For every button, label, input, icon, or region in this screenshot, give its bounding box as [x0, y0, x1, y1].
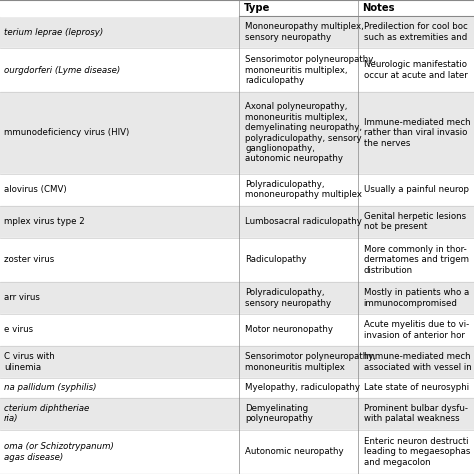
Text: Acute myelitis due to vi-
invasion of anterior hor: Acute myelitis due to vi- invasion of an… — [364, 320, 469, 340]
Text: mmunodeficiency virus (HIV): mmunodeficiency virus (HIV) — [4, 128, 129, 137]
Text: Genital herpetic lesions
not be present: Genital herpetic lesions not be present — [364, 212, 465, 231]
Bar — [0, 314, 474, 346]
Bar — [0, 282, 474, 314]
Bar — [0, 206, 474, 237]
Text: arr virus: arr virus — [4, 293, 40, 302]
Bar — [0, 346, 474, 378]
Text: Prominent bulbar dysfu-
with palatal weakness: Prominent bulbar dysfu- with palatal wea… — [364, 404, 467, 423]
Text: mplex virus type 2: mplex virus type 2 — [4, 217, 84, 226]
Text: Sensorimotor polyneuropathy,
mononeuritis multiplex: Sensorimotor polyneuropathy, mononeuriti… — [245, 352, 376, 372]
Bar — [0, 429, 474, 474]
Text: na pallidum (syphilis): na pallidum (syphilis) — [4, 383, 96, 392]
Text: Demyelinating
polyneuropathy: Demyelinating polyneuropathy — [245, 404, 313, 423]
Text: cterium diphtheriae
ria): cterium diphtheriae ria) — [4, 404, 89, 423]
Text: Predilection for cool boc
such as extremities and: Predilection for cool boc such as extrem… — [364, 22, 467, 42]
Text: Lumbosacral radiculopathy: Lumbosacral radiculopathy — [245, 217, 362, 226]
Text: Late state of neurosyphi: Late state of neurosyphi — [364, 383, 469, 392]
Text: Motor neuronopathy: Motor neuronopathy — [245, 326, 333, 335]
Text: Autonomic neuropathy: Autonomic neuropathy — [245, 447, 344, 456]
Text: Mostly in patients who a
immunocompromised: Mostly in patients who a immunocompromis… — [364, 288, 469, 308]
Text: Myelopathy, radiculopathy: Myelopathy, radiculopathy — [245, 383, 360, 392]
Text: More commonly in thor-
dermatomes and trigem
distribution: More commonly in thor- dermatomes and tr… — [364, 245, 469, 274]
Text: e virus: e virus — [4, 326, 33, 335]
Bar — [0, 0, 474, 16]
Bar — [0, 48, 474, 92]
Text: Immune-mediated mech
rather than viral invasio
the nerves: Immune-mediated mech rather than viral i… — [364, 118, 470, 148]
Text: zoster virus: zoster virus — [4, 255, 54, 264]
Text: Sensorimotor polyneuropathy,
mononeuritis multiplex,
radiculopathy: Sensorimotor polyneuropathy, mononeuriti… — [245, 55, 376, 85]
Text: Mononeuropathy multiplex,
sensory neuropathy: Mononeuropathy multiplex, sensory neurop… — [245, 22, 364, 42]
Text: Polyradiculopathy,
mononeuropathy multiplex: Polyradiculopathy, mononeuropathy multip… — [245, 180, 362, 199]
Text: Polyradiculopathy,
sensory neuropathy: Polyradiculopathy, sensory neuropathy — [245, 288, 331, 308]
Bar — [0, 16, 474, 48]
Bar — [0, 92, 474, 173]
Text: Immune-mediated mech
associated with vessel in: Immune-mediated mech associated with ves… — [364, 352, 471, 372]
Bar — [0, 378, 474, 398]
Text: terium leprae (leprosy): terium leprae (leprosy) — [4, 27, 103, 36]
Text: Axonal polyneuropathy,
mononeuritis multiplex,
demyelinating neuropathy,
polyrad: Axonal polyneuropathy, mononeuritis mult… — [245, 102, 362, 164]
Bar — [0, 398, 474, 429]
Text: C virus with
ulinemia: C virus with ulinemia — [4, 352, 55, 372]
Bar — [0, 237, 474, 282]
Text: Type: Type — [244, 3, 271, 13]
Text: Usually a painful neurop: Usually a painful neurop — [364, 185, 469, 194]
Text: ourgdorferi (Lyme disease): ourgdorferi (Lyme disease) — [4, 66, 120, 75]
Bar — [0, 173, 474, 206]
Text: Radiculopathy: Radiculopathy — [245, 255, 307, 264]
Text: oma (or Schizotrypanum)
agas disease): oma (or Schizotrypanum) agas disease) — [4, 442, 114, 462]
Text: Neurologic manifestatio
occur at acute and later: Neurologic manifestatio occur at acute a… — [364, 61, 467, 80]
Text: Notes: Notes — [363, 3, 395, 13]
Text: alovirus (CMV): alovirus (CMV) — [4, 185, 66, 194]
Text: Enteric neuron destructi
leading to megaesophas
and megacolon: Enteric neuron destructi leading to mega… — [364, 437, 470, 467]
